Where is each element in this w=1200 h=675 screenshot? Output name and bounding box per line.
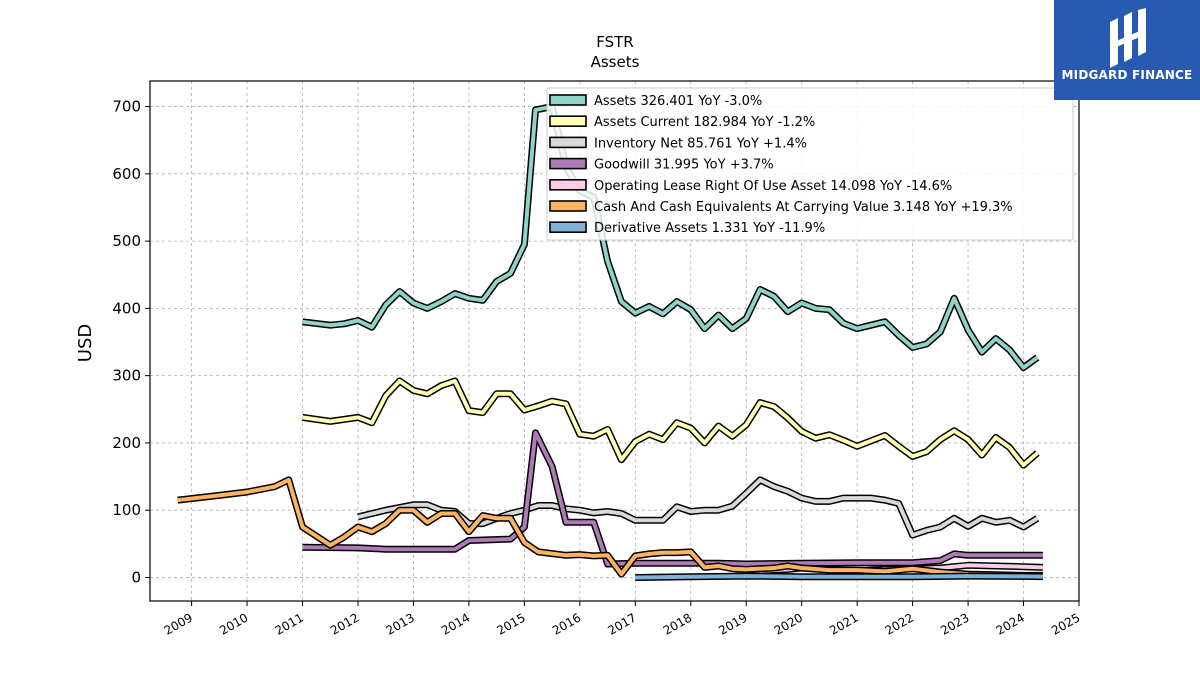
series-line-1 — [302, 379, 1039, 468]
series-line-3 — [302, 430, 1043, 566]
x-tick-label: 2013 — [383, 610, 416, 637]
y-tick-label: 700 — [112, 98, 141, 116]
legend-entry-label: Derivative Assets 1.331 YoY -11.9% — [594, 221, 825, 236]
y-tick-label: 100 — [112, 501, 141, 519]
y-tick-label: 0 — [131, 568, 141, 586]
chart-title: FSTR — [596, 33, 633, 51]
x-tick-label: 2012 — [328, 610, 361, 637]
chart-legend: Assets 326.401 YoY -3.0% Assets Current 1… — [546, 87, 1074, 241]
legend-entry-label: Operating Lease Right Of Use Asset 14.09… — [594, 179, 952, 194]
x-tick-label: 2024 — [994, 610, 1027, 637]
legend-entry-label: Cash And Cash Equivalents At Carrying Va… — [594, 200, 1013, 215]
x-tick-label: 2010 — [217, 610, 250, 637]
legend-swatch — [549, 136, 587, 149]
brand-name: MIDGARD FINANCE — [1061, 68, 1193, 82]
y-tick-label: 500 — [112, 232, 141, 250]
legend-swatch — [549, 115, 587, 127]
brand-logo: MIDGARD FINANCE — [1054, 0, 1200, 100]
legend-swatch — [549, 94, 587, 106]
x-tick-label: 2014 — [439, 610, 472, 637]
x-tick-label: 2018 — [661, 610, 694, 637]
legend-swatch — [549, 200, 587, 212]
legend-entry-label: Inventory Net 85.761 YoY +1.4% — [594, 136, 807, 151]
x-tick-label: 2011 — [273, 610, 306, 637]
y-tick-label: 400 — [112, 299, 141, 317]
x-tick-label: 2009 — [162, 610, 195, 637]
chart-frame — [149, 80, 1080, 602]
series-line-6 — [635, 574, 1043, 580]
x-tick-label: 2023 — [938, 610, 971, 637]
legend-swatch — [549, 157, 587, 170]
x-tick-label: 2022 — [883, 610, 916, 637]
x-tick-label: 2020 — [772, 610, 805, 637]
chart-subtitle: Assets — [591, 53, 640, 71]
series-line-0 — [302, 104, 1039, 370]
legend-entry-label: Goodwill 31.995 YoY +3.7% — [594, 158, 774, 173]
legend-entry-label: Assets Current 182.984 YoY -1.2% — [594, 115, 815, 130]
series-line-5 — [177, 477, 1043, 578]
legend-entry-label: Assets 326.401 YoY -3.0% — [594, 94, 762, 109]
x-tick-label: 2019 — [716, 610, 749, 637]
y-axis-label: USD — [75, 324, 96, 362]
y-tick-label: 200 — [112, 434, 141, 452]
legend-swatch — [549, 221, 587, 233]
x-tick-label: 2016 — [550, 610, 583, 637]
x-tick-label: 2017 — [605, 610, 638, 637]
legend-swatch — [549, 179, 587, 191]
legend-box — [546, 87, 1074, 241]
chart-plot-area — [177, 103, 1044, 581]
x-tick-label: 2025 — [1049, 610, 1082, 637]
y-tick-label: 300 — [112, 367, 141, 385]
y-tick-label: 600 — [112, 165, 141, 183]
brand-mark-icon — [1110, 8, 1146, 68]
x-tick-label: 2021 — [827, 610, 860, 637]
x-tick-label: 2015 — [494, 610, 527, 637]
